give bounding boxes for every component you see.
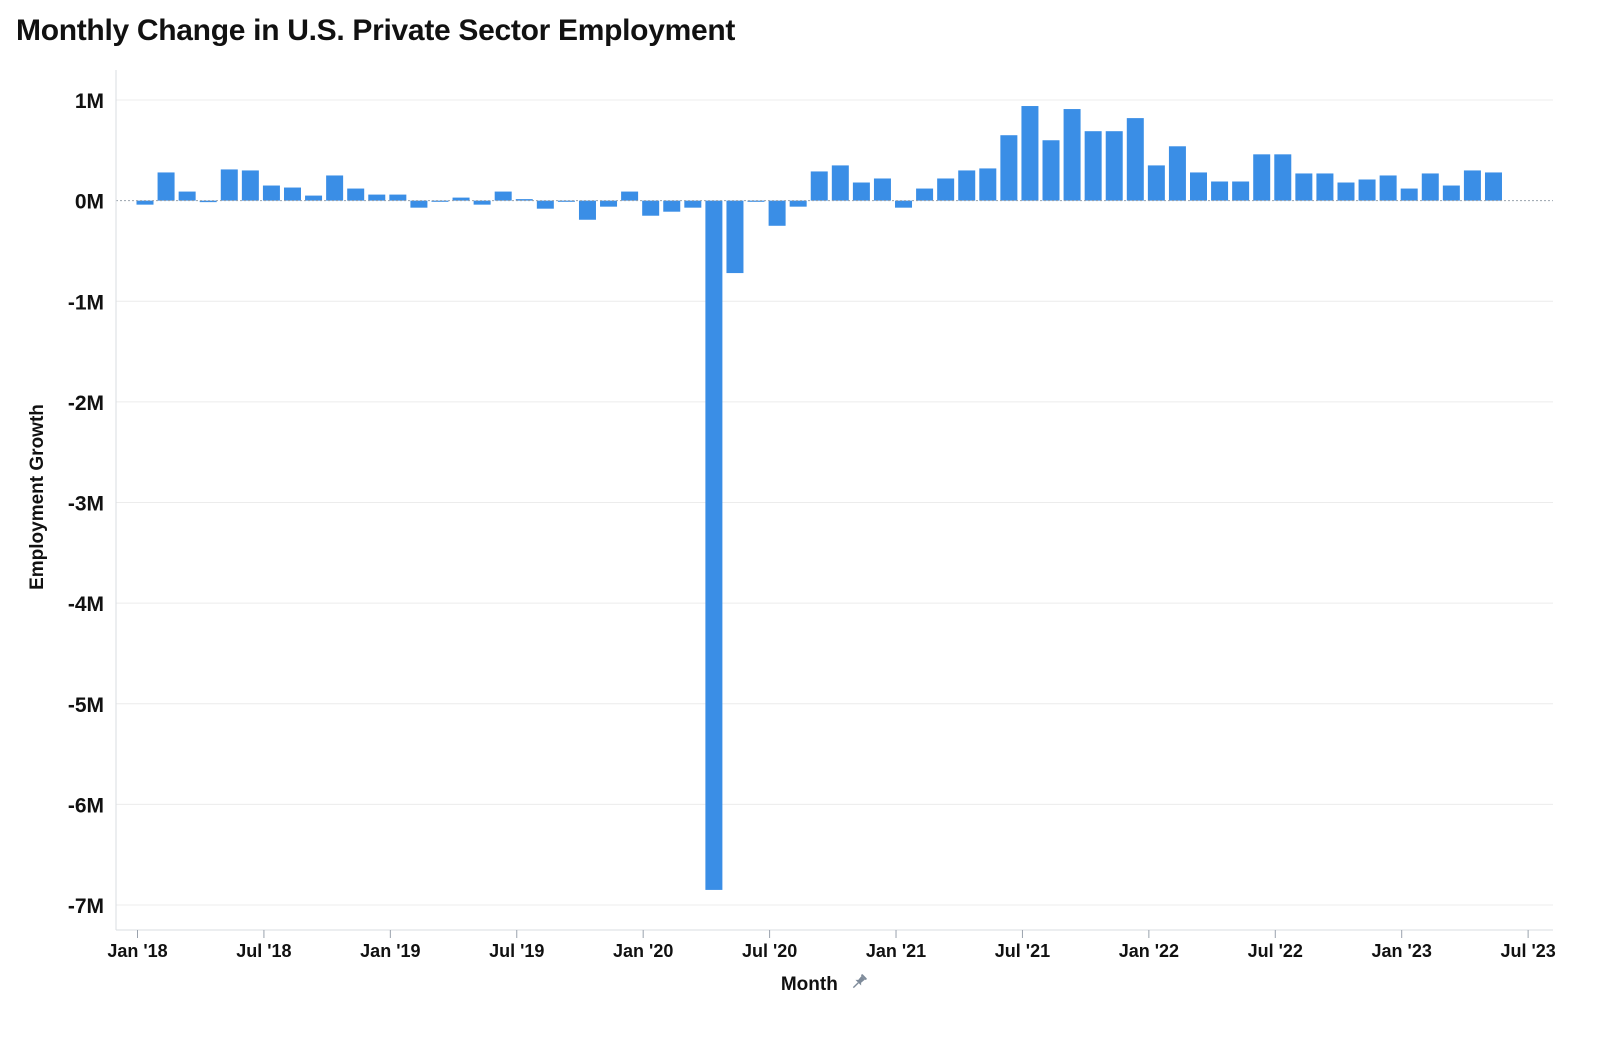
- x-tick-label: Jan '20: [613, 941, 673, 961]
- bar[interactable]: [452, 197, 470, 201]
- y-tick-label: -7M: [68, 895, 104, 918]
- x-tick-label: Jan '22: [1119, 941, 1179, 961]
- x-tick-label: Jul '19: [489, 941, 544, 961]
- bar[interactable]: [600, 200, 618, 207]
- y-tick-labels: 1M 0M -1M -2M -3M -4M -5M -6M -7M: [68, 90, 104, 918]
- bar[interactable]: [515, 199, 533, 201]
- bar[interactable]: [747, 200, 765, 202]
- bar[interactable]: [473, 200, 491, 205]
- bar[interactable]: [157, 172, 175, 201]
- bar[interactable]: [1358, 179, 1376, 201]
- bar[interactable]: [1463, 170, 1481, 201]
- bar[interactable]: [220, 169, 238, 201]
- bar[interactable]: [810, 171, 828, 201]
- bar[interactable]: [241, 170, 259, 201]
- bar[interactable]: [768, 200, 786, 226]
- bar[interactable]: [347, 188, 365, 201]
- bar[interactable]: [873, 178, 891, 201]
- bars: [136, 106, 1502, 890]
- bar[interactable]: [1421, 173, 1439, 201]
- x-tick-label: Jan '19: [360, 941, 420, 961]
- bar[interactable]: [199, 200, 217, 203]
- bar[interactable]: [1337, 182, 1355, 201]
- x-tick-label: Jan '21: [866, 941, 926, 961]
- bar[interactable]: [1253, 154, 1271, 201]
- bar[interactable]: [368, 194, 386, 201]
- bar[interactable]: [1316, 173, 1334, 201]
- bar[interactable]: [1168, 146, 1186, 201]
- bar[interactable]: [557, 200, 575, 202]
- bar[interactable]: [684, 200, 702, 208]
- x-axis-title[interactable]: Month: [740, 972, 910, 998]
- y-tick-label: -6M: [68, 794, 104, 817]
- bar[interactable]: [578, 200, 596, 220]
- bar[interactable]: [305, 195, 323, 201]
- bar[interactable]: [536, 200, 554, 209]
- bar[interactable]: [283, 187, 301, 201]
- y-tick-label: 0M: [75, 191, 104, 214]
- bar[interactable]: [916, 188, 934, 201]
- bar[interactable]: [726, 200, 744, 274]
- bar[interactable]: [895, 200, 913, 208]
- bar[interactable]: [136, 200, 154, 205]
- axes: [115, 70, 1553, 938]
- bar[interactable]: [410, 200, 428, 208]
- bar[interactable]: [1442, 185, 1460, 201]
- x-tick-label: Jan '18: [107, 941, 167, 961]
- y-tick-label: 1M: [75, 90, 104, 113]
- bar[interactable]: [1484, 172, 1502, 201]
- x-axis-title-text: Month: [780, 974, 838, 996]
- x-tick-label: Jul '20: [742, 941, 797, 961]
- bar[interactable]: [831, 165, 849, 201]
- bar[interactable]: [852, 182, 870, 201]
- bar[interactable]: [1021, 106, 1039, 201]
- bar[interactable]: [663, 200, 681, 212]
- x-tick-label: Jul '18: [236, 941, 291, 961]
- y-tick-label: -5M: [68, 694, 104, 717]
- y-tick-label: -4M: [68, 593, 104, 616]
- bar[interactable]: [494, 191, 512, 201]
- bar[interactable]: [621, 191, 639, 201]
- x-tick-labels: Jan '18 Jul '18 Jan '19 Jul '19 Jan '20 Jul '…: [107, 941, 1555, 961]
- bar[interactable]: [1126, 118, 1144, 201]
- bar[interactable]: [1042, 140, 1060, 201]
- bar[interactable]: [326, 175, 344, 201]
- y-axis-title-text: Employment Growth: [27, 404, 48, 590]
- bar[interactable]: [1147, 165, 1165, 201]
- bar[interactable]: [1084, 131, 1102, 201]
- bar[interactable]: [1000, 135, 1018, 201]
- bar[interactable]: [1379, 175, 1397, 201]
- pin-icon[interactable]: [849, 972, 869, 998]
- x-tick-label: Jul '22: [1248, 941, 1303, 961]
- bar[interactable]: [262, 185, 280, 201]
- bar[interactable]: [705, 200, 723, 890]
- y-tick-label: -1M: [68, 291, 104, 314]
- bar[interactable]: [937, 178, 955, 201]
- y-tick-label: -3M: [68, 493, 104, 516]
- bar[interactable]: [642, 200, 660, 216]
- bar[interactable]: [958, 170, 976, 201]
- bar[interactable]: [389, 194, 407, 201]
- bar[interactable]: [1232, 181, 1250, 201]
- bar[interactable]: [1295, 173, 1313, 201]
- bar[interactable]: [1105, 131, 1123, 201]
- bar[interactable]: [1274, 154, 1292, 201]
- gridlines: [116, 99, 1553, 906]
- bar[interactable]: [431, 200, 449, 202]
- x-tick-label: Jul '21: [995, 941, 1050, 961]
- bar[interactable]: [789, 200, 807, 207]
- y-tick-label: -2M: [68, 392, 104, 415]
- chart-title: Monthly Change in U.S. Private Sector Em…: [16, 14, 736, 47]
- bar[interactable]: [1063, 109, 1081, 201]
- bar[interactable]: [1190, 172, 1207, 201]
- bar[interactable]: [1400, 188, 1418, 201]
- x-tick-label: Jul '23: [1500, 941, 1555, 961]
- x-tick-label: Jan '23: [1372, 941, 1432, 961]
- bar[interactable]: [979, 168, 997, 201]
- bar[interactable]: [1211, 181, 1229, 201]
- bar[interactable]: [178, 191, 196, 201]
